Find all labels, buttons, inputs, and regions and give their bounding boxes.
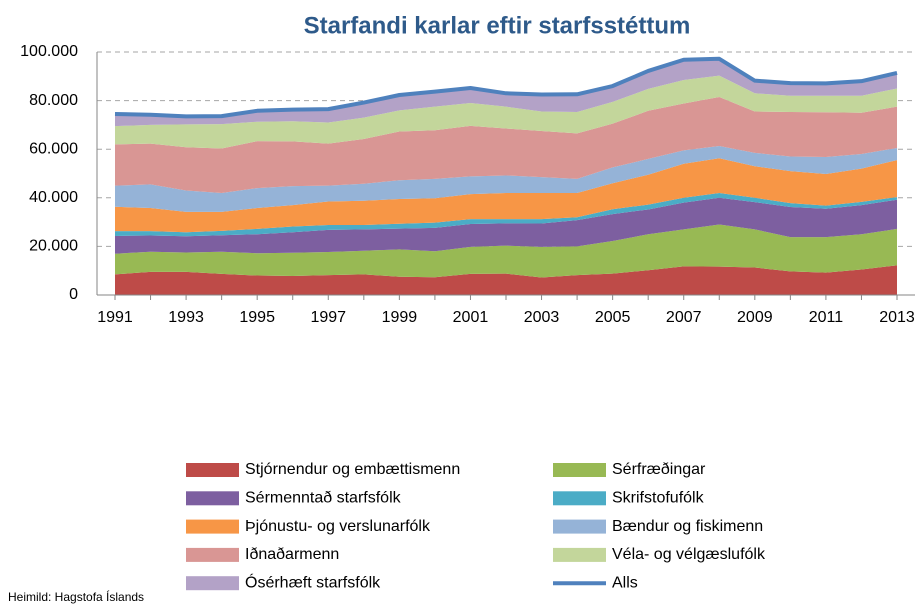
- legend-swatch: [553, 463, 606, 477]
- legend-label: Iðnaðarmenn: [245, 546, 339, 563]
- legend-label: Stjórnendur og embættismenn: [245, 461, 460, 478]
- legend-swatch: [553, 519, 606, 534]
- x-tick-label: 1991: [97, 309, 133, 326]
- y-tick-label: 20.000: [29, 238, 78, 255]
- y-tick-label: 60.000: [29, 140, 78, 157]
- legend-swatch: [186, 519, 239, 534]
- x-tick-label: 2007: [666, 309, 702, 326]
- area: [115, 265, 897, 295]
- x-tick-label: 1993: [168, 309, 204, 326]
- y-tick-label: 100.000: [20, 43, 78, 60]
- y-tick-label: 0: [69, 286, 78, 303]
- x-tick-label: 2003: [524, 309, 560, 326]
- x-tick-label: 2013: [879, 309, 915, 326]
- legend-label: Sérfræðingar: [612, 461, 706, 478]
- area: [115, 158, 897, 233]
- area: [115, 197, 897, 254]
- legend-swatch: [553, 491, 606, 506]
- total-line: [114, 56, 898, 119]
- legend-swatch: [186, 491, 239, 506]
- area: [115, 224, 897, 278]
- x-tick-label: 1997: [310, 309, 346, 326]
- legend-swatch: [553, 547, 606, 562]
- area: [115, 96, 897, 193]
- chart-title: Starfandi karlar eftir starfsstéttum: [304, 12, 691, 39]
- area: [115, 58, 897, 127]
- x-tick-label: 2009: [737, 309, 773, 326]
- legend-label: Alls: [612, 574, 638, 591]
- legend-label: Véla- og vélgæslufólk: [612, 546, 766, 563]
- source-note: Heimild: Hagstofa Íslands: [8, 589, 144, 604]
- x-tick-label: 1999: [382, 309, 418, 326]
- x-tick-label: 1995: [239, 309, 275, 326]
- area: [115, 146, 897, 212]
- x-tick-label: 2001: [453, 309, 489, 326]
- area: [115, 75, 897, 149]
- legend-label: Bændur og fiskimenn: [612, 518, 763, 535]
- legend-label: Sérmenntað starfsfólk: [245, 490, 402, 507]
- legend-swatch: [186, 576, 239, 591]
- legend-label: Skrifstofufólk: [612, 490, 705, 507]
- legend-swatch: [186, 463, 239, 477]
- x-tick-label: 2011: [809, 309, 844, 326]
- legend-swatch: [186, 547, 239, 562]
- legend-label: Ósérhæft starfsfólk: [245, 572, 381, 591]
- legend-label: Þjónustu- og verslunarfólk: [245, 518, 431, 535]
- x-tick-label: 2005: [595, 309, 631, 326]
- y-tick-label: 40.000: [29, 189, 78, 206]
- y-tick-label: 80.000: [29, 92, 78, 109]
